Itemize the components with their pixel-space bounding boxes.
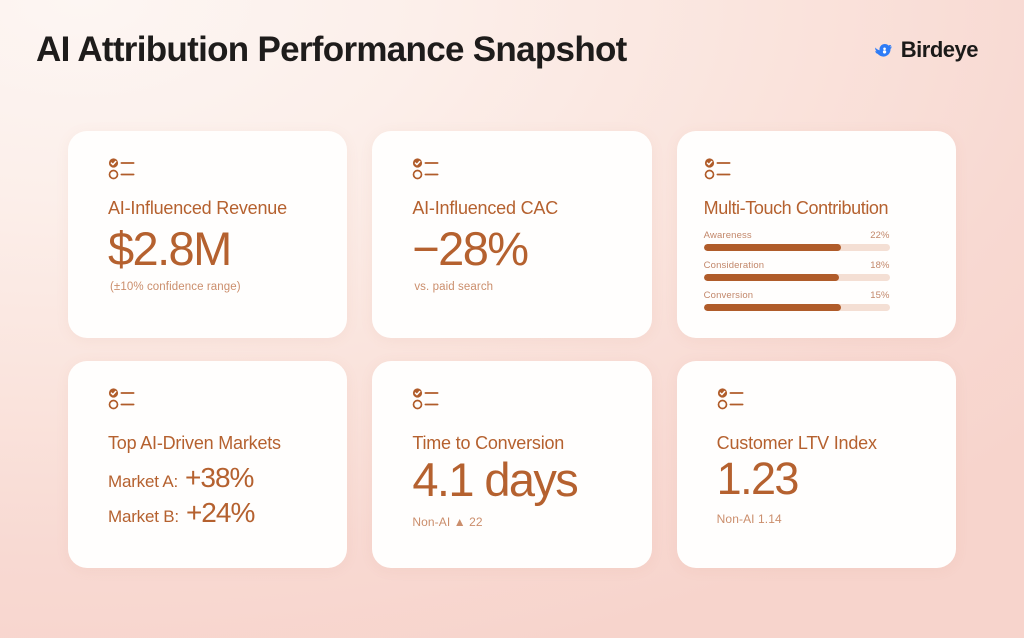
card-title: Customer LTV Index [716, 433, 877, 453]
checklist-icon [717, 388, 744, 410]
market-list: Market A: +38% Market B: +24% [108, 462, 319, 532]
bar-track [703, 304, 890, 311]
bar-percent: 22% [870, 230, 890, 241]
contribution-bar-consideration: Consideration 18% [703, 260, 890, 281]
card-title: AI-Influenced Revenue [108, 198, 287, 218]
contribution-bar-awareness: Awareness 22% [703, 230, 890, 251]
bar-percent: 15% [870, 290, 890, 301]
bar-fill [703, 244, 842, 251]
metric-card-multi-touch-contribution: Multi-Touch Contribution Awareness 22% C… [676, 131, 956, 338]
card-caption: (±10% confidence range) [110, 280, 241, 293]
bar-fill [703, 274, 840, 281]
market-value: +24% [185, 497, 255, 528]
spacer [412, 293, 623, 318]
metric-card-customer-ltv-index: Customer LTV Index 1.23 Non-AI 1.14 [676, 361, 956, 568]
checklist-icon [412, 388, 439, 410]
card-value: 1.23 [716, 453, 800, 504]
card-value: −28% [412, 222, 529, 275]
market-row: Market A: +38% [108, 462, 319, 494]
card-caption: vs. paid search [414, 280, 494, 293]
card-title: Multi-Touch Contribution [703, 198, 889, 218]
contribution-bar-list: Awareness 22% Consideration 18% Conv [703, 230, 890, 320]
page-header: AI Attribution Performance Snapshot Bird… [0, 0, 1024, 100]
checklist-icon [108, 158, 135, 180]
spacer [108, 532, 319, 548]
bar-header: Awareness 22% [704, 230, 890, 241]
birdeye-bird-icon [874, 43, 892, 57]
metric-card-time-to-conversion: Time to Conversion 4.1 days Non-AI ▲ 22 [372, 361, 652, 568]
brand-logo: Birdeye [873, 37, 990, 63]
spacer [108, 293, 319, 318]
bar-header: Consideration 18% [704, 260, 890, 271]
card-title: Top AI-Driven Markets [108, 433, 281, 453]
bar-track [703, 274, 890, 281]
checklist-icon [704, 158, 731, 180]
brand-name: Birdeye [900, 37, 979, 62]
bar-fill [703, 304, 842, 311]
bar-percent: 18% [870, 260, 890, 271]
bar-header: Conversion 15% [704, 290, 890, 301]
card-value: $2.8M [108, 222, 232, 275]
metric-card-ai-influenced-revenue: AI-Influenced Revenue $2.8M (±10% confid… [68, 131, 348, 338]
card-value: 4.1 days [412, 453, 578, 506]
market-row: Market B: +24% [108, 497, 319, 529]
checklist-icon [108, 388, 135, 410]
metric-card-top-ai-driven-markets: Top AI-Driven Markets Market A: +38% Mar… [68, 361, 348, 568]
metric-card-grid: AI-Influenced Revenue $2.8M (±10% confid… [68, 131, 956, 568]
market-value: +38% [185, 462, 254, 493]
card-caption: Non-AI ▲ 22 [412, 514, 483, 529]
bar-label: Consideration [703, 260, 765, 271]
market-label: Market A: [108, 472, 179, 491]
contribution-bar-conversion: Conversion 15% [703, 290, 890, 311]
bar-track [703, 244, 890, 251]
bar-label: Awareness [703, 230, 752, 241]
card-title: Time to Conversion [412, 433, 565, 453]
spacer [717, 526, 928, 548]
market-label: Market B: [108, 507, 179, 526]
metric-card-ai-influenced-cac: AI-Influenced CAC −28% vs. paid search [372, 131, 652, 338]
bar-label: Conversion [703, 290, 754, 301]
page-title: AI Attribution Performance Snapshot [36, 30, 627, 69]
spacer [412, 529, 623, 548]
checklist-icon [412, 158, 439, 180]
card-caption: Non-AI 1.14 [716, 512, 782, 527]
card-title: AI-Influenced CAC [412, 198, 558, 218]
